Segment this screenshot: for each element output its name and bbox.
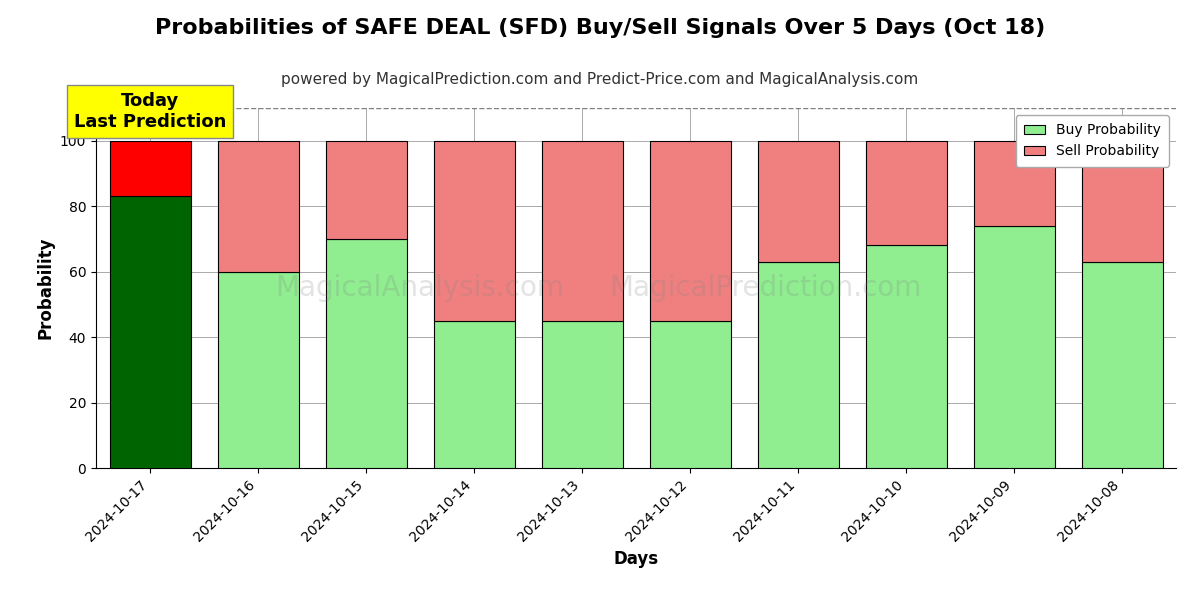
Bar xyxy=(325,141,407,239)
Bar xyxy=(109,196,191,468)
Bar xyxy=(433,321,515,468)
Text: Today
Last Prediction: Today Last Prediction xyxy=(74,92,226,131)
Text: MagicalPrediction.com: MagicalPrediction.com xyxy=(610,274,922,302)
Bar xyxy=(649,321,731,468)
Bar xyxy=(325,239,407,468)
Bar xyxy=(757,262,839,468)
Bar xyxy=(1081,141,1163,262)
Bar xyxy=(541,141,623,321)
Bar xyxy=(865,141,947,245)
X-axis label: Days: Days xyxy=(613,550,659,568)
Bar xyxy=(1081,262,1163,468)
Bar xyxy=(973,141,1055,226)
Bar xyxy=(217,272,299,468)
Bar xyxy=(217,141,299,272)
Bar xyxy=(757,141,839,262)
Bar xyxy=(541,321,623,468)
Bar xyxy=(109,141,191,196)
Text: powered by MagicalPrediction.com and Predict-Price.com and MagicalAnalysis.com: powered by MagicalPrediction.com and Pre… xyxy=(281,72,919,87)
Bar xyxy=(973,226,1055,468)
Bar xyxy=(433,141,515,321)
Bar xyxy=(865,245,947,468)
Bar xyxy=(649,141,731,321)
Y-axis label: Probability: Probability xyxy=(36,237,54,339)
Text: MagicalAnalysis.com: MagicalAnalysis.com xyxy=(276,274,564,302)
Text: Probabilities of SAFE DEAL (SFD) Buy/Sell Signals Over 5 Days (Oct 18): Probabilities of SAFE DEAL (SFD) Buy/Sel… xyxy=(155,18,1045,38)
Legend: Buy Probability, Sell Probability: Buy Probability, Sell Probability xyxy=(1015,115,1169,167)
